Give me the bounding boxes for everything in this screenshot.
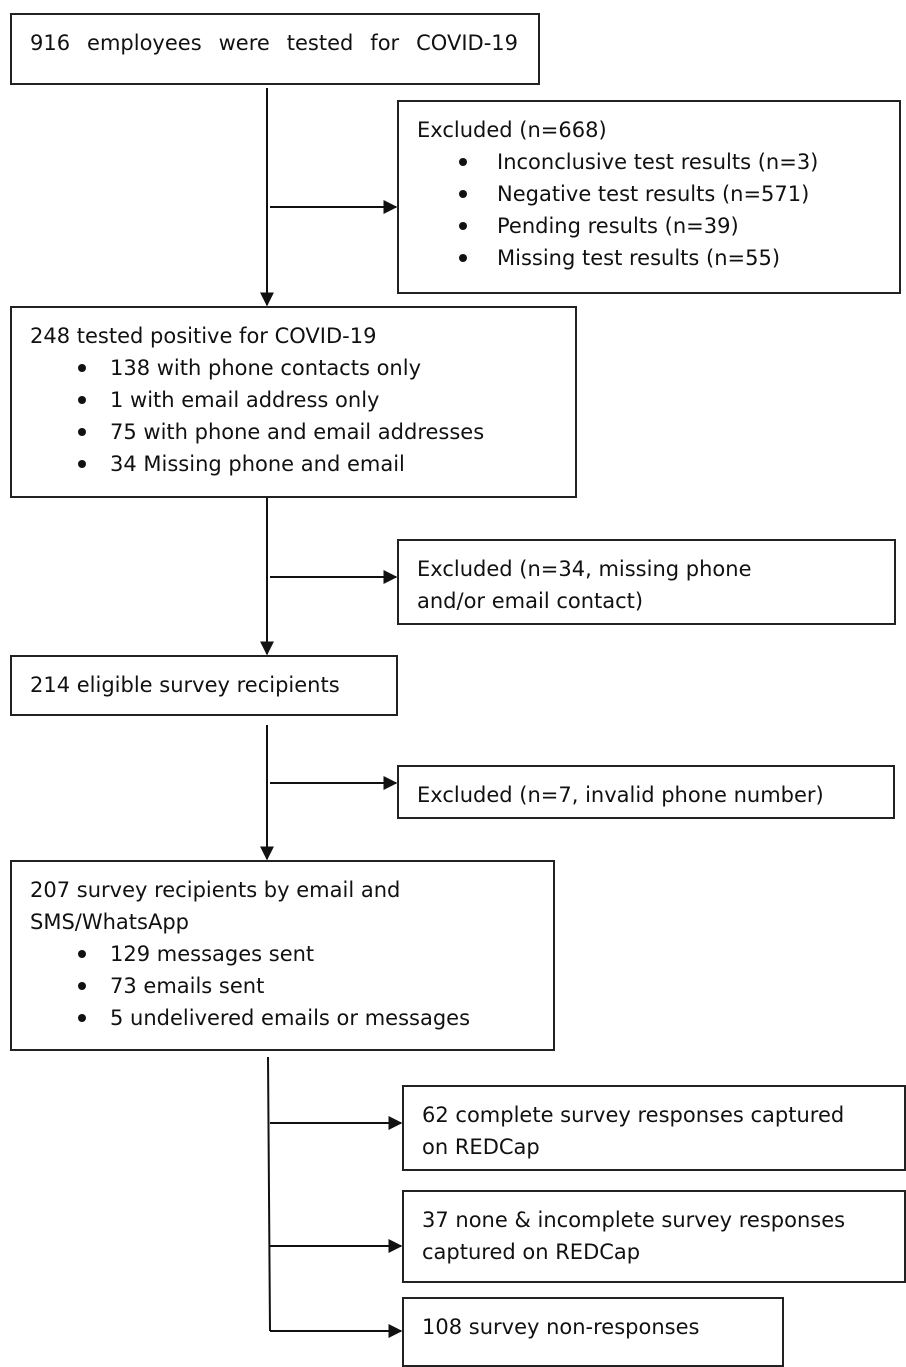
flow-box: 248 tested positive for COVID-19 138 with… xyxy=(10,306,577,498)
box-text: Excluded (n=668) xyxy=(417,118,607,142)
flow-box: 207 survey recipients by email and SMS/Wh… xyxy=(10,860,555,1051)
flow-box: 108 survey non-responses xyxy=(402,1297,784,1367)
box-text: and/or email contact) xyxy=(417,589,644,613)
bullet-item: Negative test results (n=571) xyxy=(417,178,899,210)
bullet-item: 73 emails sent xyxy=(30,970,553,1002)
box-text: SMS/WhatsApp xyxy=(30,910,189,934)
flow-box: 62 complete survey responses captured on … xyxy=(402,1085,906,1171)
flow-box: Excluded (n=7, invalid phone number) xyxy=(397,765,895,819)
box-text: 207 survey recipients by email and xyxy=(30,878,401,902)
bullet-list: 138 with phone contacts only 1 with email… xyxy=(30,352,575,480)
bullet-item: 5 undelivered emails or messages xyxy=(30,1002,553,1034)
box-text: Excluded (n=34, missing phone xyxy=(417,557,752,581)
box-text: on REDCap xyxy=(422,1135,540,1159)
connector xyxy=(267,1056,271,1332)
box-text: 37 none & incomplete survey responses xyxy=(422,1208,846,1232)
bullet-item: 34 Missing phone and email xyxy=(30,448,575,480)
bullet-item: Inconclusive test results (n=3) xyxy=(417,146,899,178)
bullet-item: 1 with email address only xyxy=(30,384,575,416)
flow-box: 214 eligible survey recipients xyxy=(10,655,398,716)
bullet-item: 129 messages sent xyxy=(30,938,553,970)
bullet-item: Missing test results (n=55) xyxy=(417,242,899,274)
bullet-item: Pending results (n=39) xyxy=(417,210,899,242)
flow-box: 37 none & incomplete survey responses cap… xyxy=(402,1190,906,1283)
flow-box: 916 employees were tested for COVID-19 xyxy=(10,13,540,85)
box-text: captured on REDCap xyxy=(422,1240,641,1264)
box-text: 214 eligible survey recipients xyxy=(30,673,340,697)
bullet-item: 138 with phone contacts only xyxy=(30,352,575,384)
box-text: 248 tested positive for COVID-19 xyxy=(30,324,377,348)
box-text: 916 employees were tested for COVID-19 xyxy=(30,31,518,55)
bullet-list: 129 messages sent 73 emails sent 5 undeliv… xyxy=(30,938,553,1034)
box-text: Excluded (n=7, invalid phone number) xyxy=(417,783,824,807)
flow-box: Excluded (n=34, missing phone and/or emai… xyxy=(397,539,896,625)
flow-box: Excluded (n=668) Inconclusive test result… xyxy=(397,100,901,294)
box-text: 62 complete survey responses captured xyxy=(422,1103,845,1127)
box-text: 108 survey non-responses xyxy=(422,1315,700,1339)
bullet-list: Inconclusive test results (n=3) Negative … xyxy=(417,146,899,274)
bullet-item: 75 with phone and email addresses xyxy=(30,416,575,448)
